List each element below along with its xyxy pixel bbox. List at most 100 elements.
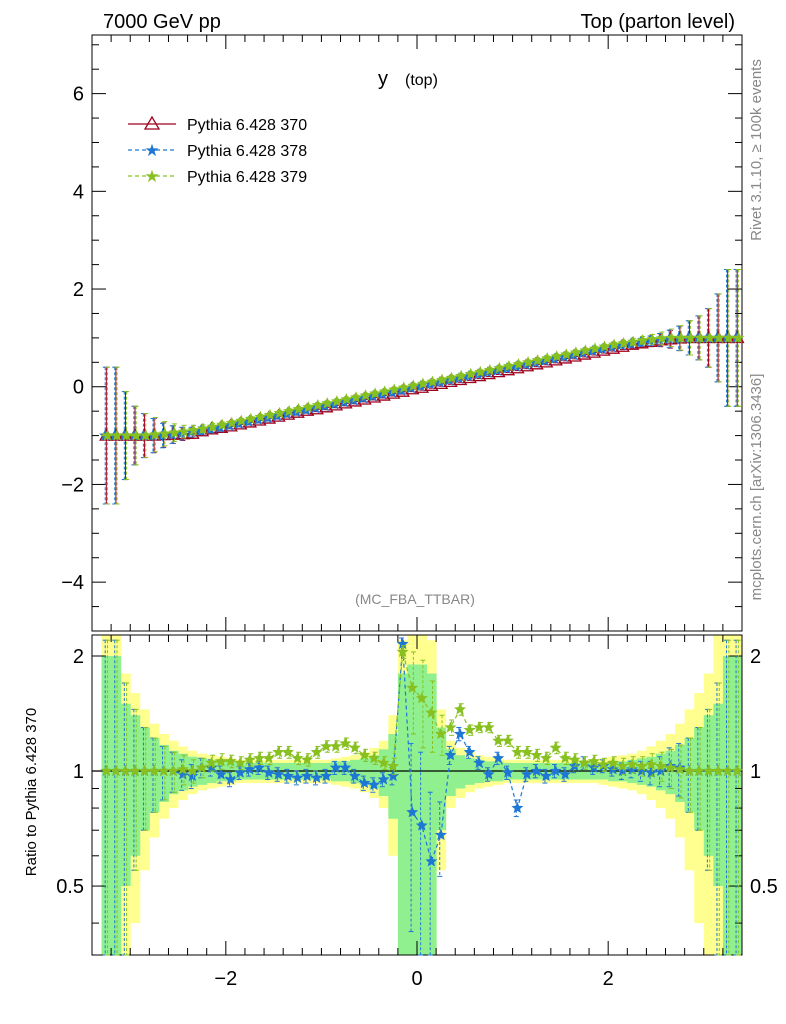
ratio-point-378 xyxy=(626,763,639,775)
legend-marker-378: ★ xyxy=(144,141,159,160)
main-point-379 xyxy=(321,397,334,409)
ratio-ytick-label-right: 2 xyxy=(750,646,761,668)
legend-label-378: Pythia 6.428 378 xyxy=(187,143,307,160)
ratio-point-379 xyxy=(444,721,457,733)
ratio-point-379 xyxy=(606,756,619,769)
ratio-point-378 xyxy=(645,766,658,778)
ratio-point-378 xyxy=(492,751,505,764)
ratio-point-378 xyxy=(454,727,466,740)
ratio-point-379 xyxy=(358,748,371,761)
main-point-379 xyxy=(177,425,190,437)
main-point-379 xyxy=(254,410,267,423)
ratio-point-378 xyxy=(281,769,294,782)
ratio-point-379 xyxy=(673,763,686,775)
band-green-bin xyxy=(426,673,437,955)
main-point-379 xyxy=(264,408,276,421)
ratio-point-378 xyxy=(377,773,390,785)
main-point-379 xyxy=(149,428,162,440)
ratio-point-379 xyxy=(224,755,237,767)
main-point-379 xyxy=(235,414,248,427)
main-series-line xyxy=(101,337,742,437)
main-point-379 xyxy=(350,391,362,403)
legend-label-370: Pythia 6.428 370 xyxy=(187,117,307,134)
main-point-379 xyxy=(560,348,573,360)
legend: Pythia 6.428 370 ★ Pythia 6.428 378 ★ Py… xyxy=(128,115,307,186)
ratio-point-379 xyxy=(626,758,639,770)
ratio-point-378 xyxy=(635,764,648,777)
ratio-point-378 xyxy=(606,763,619,775)
main-point-379 xyxy=(569,346,582,358)
xtick-label: −2 xyxy=(214,968,237,990)
ratio-point-379 xyxy=(568,753,581,765)
ratio-point-378 xyxy=(501,766,514,778)
ratio-point-378 xyxy=(215,768,228,780)
ratio-point-379 xyxy=(549,741,562,753)
ratio-point-379 xyxy=(597,758,610,770)
main-point-379 xyxy=(455,369,468,382)
ratio-ytick-label-left: 0.5 xyxy=(56,876,84,898)
plot-title-main: y xyxy=(378,68,388,90)
legend-entry-379: ★ Pythia 6.428 379 xyxy=(128,167,307,186)
ratio-point-378 xyxy=(540,769,553,782)
ratio-point-378 xyxy=(358,776,371,789)
ratio-point-378 xyxy=(243,763,256,775)
main-point-379 xyxy=(139,429,152,441)
main-point-379 xyxy=(445,371,458,384)
main-point-379 xyxy=(627,335,640,347)
main-point-379 xyxy=(407,379,420,391)
ratio-ytick-label-left: 2 xyxy=(73,646,84,668)
ratio-point-378 xyxy=(559,768,572,780)
main-point-379 xyxy=(655,332,668,344)
main-point-379 xyxy=(579,344,592,356)
band-green-bin xyxy=(130,715,141,856)
legend-marker-370 xyxy=(143,115,161,130)
ratio-point-379 xyxy=(434,727,447,740)
ratio-point-379 xyxy=(578,756,591,769)
ratio-point-378 xyxy=(520,768,533,780)
ratio-point-379 xyxy=(186,764,199,777)
ratio-ytick-label-right: 1 xyxy=(750,761,761,783)
band-green-bin xyxy=(675,744,686,802)
ratio-point-378 xyxy=(368,778,380,790)
ratio-point-378 xyxy=(310,771,323,783)
ratio-point-379 xyxy=(501,734,514,746)
plot-elements: −4 −2 0 2 4 6 −2 0 2 0.5 0.5 1 1 2 2 xyxy=(56,34,778,990)
main-ytick-label: 4 xyxy=(73,181,84,203)
main-point-379 xyxy=(388,383,401,395)
ratio-point-379 xyxy=(415,692,428,704)
band-green-bin xyxy=(722,656,733,955)
header-left: 7000 GeV pp xyxy=(103,11,221,33)
ratio-point-378 xyxy=(587,761,600,773)
main-point-379 xyxy=(397,381,410,393)
band-green-bin xyxy=(455,755,466,789)
band-green-bin xyxy=(665,750,676,795)
main-point-379 xyxy=(541,352,554,364)
ratio-point-379 xyxy=(559,751,572,764)
ratio-point-379 xyxy=(587,755,600,767)
xtick-label: 2 xyxy=(603,968,614,990)
main-point-379 xyxy=(502,359,515,372)
ratio-point-378 xyxy=(482,768,495,780)
main-point-379 xyxy=(483,363,496,376)
ratio-point-379 xyxy=(234,756,247,769)
band-green-bin xyxy=(417,664,428,955)
main-ytick-label: 2 xyxy=(73,279,84,301)
main-point-379 xyxy=(589,342,601,354)
band-green-bin xyxy=(397,673,408,955)
ratio-point-379 xyxy=(520,745,533,758)
ratio-point-379 xyxy=(425,706,438,718)
main-point-379 xyxy=(283,404,296,417)
ratio-point-378 xyxy=(176,768,189,780)
band-green-bin xyxy=(111,656,122,955)
main-point-379 xyxy=(732,331,745,343)
ratio-point-379 xyxy=(348,741,361,753)
main-point-379 xyxy=(636,334,649,346)
ratio-point-379 xyxy=(482,721,495,733)
main-point-379 xyxy=(340,393,353,405)
main-point-379 xyxy=(216,418,229,430)
rivet-text: Rivet 3.1.10, ≥ 100k events xyxy=(748,59,765,241)
band-green-bin xyxy=(436,727,447,831)
ratio-point-378 xyxy=(549,764,562,777)
ratio-point-378 xyxy=(406,805,419,818)
band-green-bin xyxy=(139,727,150,831)
